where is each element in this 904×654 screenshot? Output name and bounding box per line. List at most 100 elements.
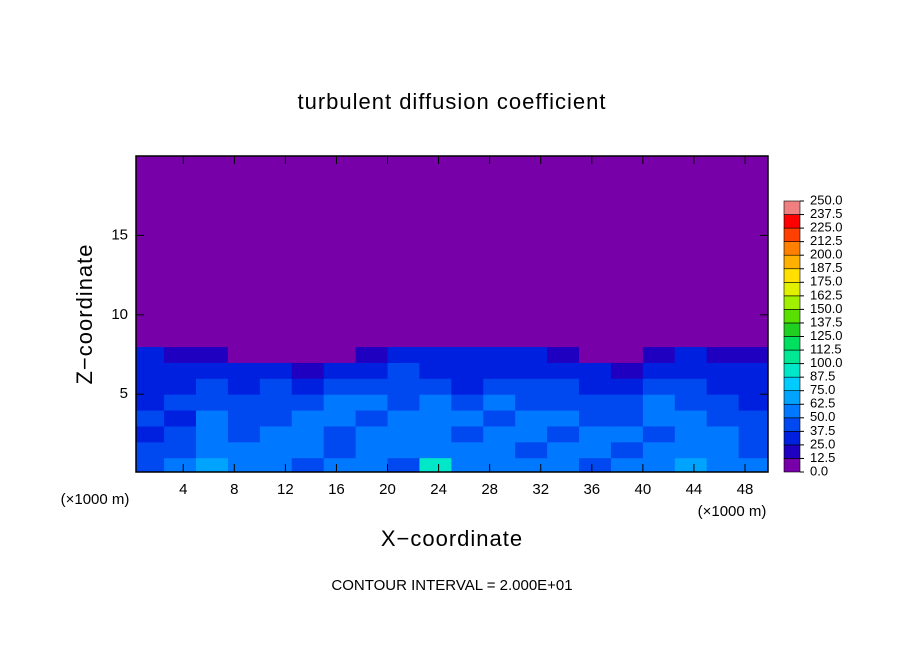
field-cell <box>706 410 740 427</box>
field-cell <box>674 362 708 379</box>
field-cell <box>164 441 197 459</box>
field-cell <box>355 156 389 348</box>
field-cell <box>227 378 261 395</box>
field-cell <box>738 362 768 379</box>
colorbar-label: 87.5 <box>810 369 835 384</box>
field-cell <box>706 441 740 459</box>
colorbar-swatch <box>783 200 801 215</box>
field-cell <box>323 362 357 379</box>
field-cell <box>136 410 165 427</box>
field-cell <box>451 156 484 348</box>
plot-frame <box>135 155 769 473</box>
field-cell <box>579 441 612 459</box>
x-tick-label: 32 <box>532 481 549 498</box>
field-cell <box>355 410 389 427</box>
field-cell <box>451 410 484 427</box>
field-cell <box>515 346 548 363</box>
field-cell <box>483 378 516 395</box>
field-cell <box>451 425 484 443</box>
field-cell <box>419 457 452 472</box>
field-cell <box>674 410 708 427</box>
field-cell <box>515 394 548 411</box>
field <box>136 156 768 472</box>
x-tick-label: 44 <box>686 481 703 498</box>
field-cell <box>642 378 676 395</box>
field-cell <box>547 156 580 348</box>
field-cell <box>547 346 580 363</box>
colorbar-swatch <box>783 444 801 459</box>
field-cell <box>706 394 740 411</box>
field-cell <box>323 156 357 348</box>
field-cell <box>291 394 325 411</box>
x-tick-label: 12 <box>277 481 294 498</box>
x-unit-label: (×1000 m) <box>698 503 767 520</box>
colorbar-swatch <box>783 336 801 351</box>
field-cell <box>323 378 357 395</box>
field-cell <box>355 346 389 363</box>
field-cell <box>738 457 768 472</box>
field-cell <box>164 457 197 472</box>
field-cell <box>610 156 644 348</box>
x-tick-label: 48 <box>737 481 754 498</box>
colorbar-swatch <box>783 309 801 324</box>
field-cell <box>579 457 612 472</box>
x-tick-label: 36 <box>583 481 600 498</box>
field-cell <box>483 362 516 379</box>
field-cell <box>196 457 229 472</box>
x-tick-label: 28 <box>481 481 498 498</box>
field-cell <box>259 410 293 427</box>
x-tick-label: 4 <box>179 481 187 498</box>
colorbar-label: 37.5 <box>810 423 835 438</box>
field-cell <box>515 362 548 379</box>
x-unit-label: (×1000 m) <box>61 491 130 508</box>
field-cell <box>323 394 357 411</box>
field-cell <box>196 362 229 379</box>
field-cell <box>515 378 548 395</box>
field-cell <box>196 346 229 363</box>
field-cell <box>419 378 452 395</box>
field-cell <box>738 394 768 411</box>
field-cell <box>259 156 293 348</box>
colorbar-label: 250.0 <box>810 192 843 207</box>
field-cell <box>419 441 452 459</box>
field-cell <box>642 457 676 472</box>
field-cell <box>323 410 357 427</box>
field-cell <box>483 425 516 443</box>
field-cell <box>547 362 580 379</box>
field-cell <box>706 378 740 395</box>
colorbar-swatch <box>783 227 801 242</box>
colorbar-label: 25.0 <box>810 436 835 451</box>
field-cell <box>547 394 580 411</box>
colorbar-label: 0.0 <box>810 463 828 478</box>
field-cell <box>259 457 293 472</box>
colorbar-label: 137.5 <box>810 314 843 329</box>
colorbar-label: 162.5 <box>810 287 843 302</box>
field-cell <box>136 457 165 472</box>
colorbar-swatch <box>783 403 801 419</box>
field-cell <box>387 362 420 379</box>
colorbar-swatch <box>783 241 801 256</box>
colorbar-swatch <box>783 214 801 229</box>
colorbar-swatch <box>783 417 801 432</box>
field-cell <box>483 394 516 411</box>
field-cell <box>642 346 676 363</box>
field-cell <box>227 425 261 443</box>
field-cell <box>674 156 708 348</box>
field-cell <box>515 156 548 348</box>
field-cell <box>355 378 389 395</box>
field-cell <box>227 394 261 411</box>
field-cell <box>547 410 580 427</box>
field-cell <box>642 441 676 459</box>
field-cell <box>483 410 516 427</box>
colorbar-label: 112.5 <box>810 341 842 356</box>
colorbar-label: 237.5 <box>810 206 843 221</box>
colorbar-label: 12.5 <box>810 450 835 465</box>
field-cell <box>579 346 612 363</box>
colorbar-swatch <box>783 281 801 297</box>
field-cell <box>451 457 484 472</box>
field-cell <box>291 156 325 348</box>
field-cell <box>642 362 676 379</box>
field-cell <box>419 362 452 379</box>
field-cell <box>196 410 229 427</box>
field-cell <box>738 441 768 459</box>
